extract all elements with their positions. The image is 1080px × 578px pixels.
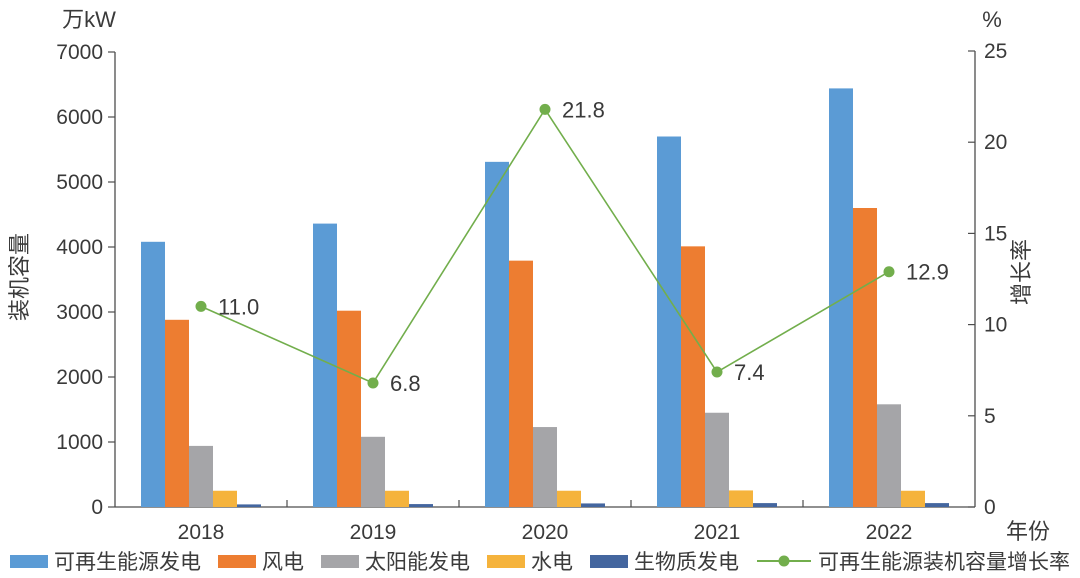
bar-renewable-2021 xyxy=(657,136,681,507)
left-tick-label: 5000 xyxy=(56,171,103,194)
bar-wind-2019 xyxy=(337,310,361,507)
left-tick-label: 7000 xyxy=(56,41,103,64)
legend-label-hydro: 水电 xyxy=(531,551,573,574)
x-tick-label: 2021 xyxy=(694,521,741,544)
x-axis-title: 年份 xyxy=(1006,519,1050,544)
bar-biomass-2019 xyxy=(409,504,433,507)
left-tick-label: 3000 xyxy=(56,301,103,324)
bar-solar-2020 xyxy=(533,427,557,507)
bar-hydro-2022 xyxy=(901,490,925,507)
legend-item-biomass: 生物质发电 xyxy=(590,546,739,576)
right-tick-label: 15 xyxy=(984,222,1007,245)
bar-wind-2022 xyxy=(853,208,877,507)
bar-line-chart: 0 1000 2000 3000 4000 5000 6000 7000 0 5 10 15 20 25 2… xyxy=(7,7,1050,544)
growth-point-label-2018: 11.0 xyxy=(218,294,259,319)
x-tick-label: 2022 xyxy=(866,521,913,544)
bar-solar-2021 xyxy=(705,412,729,507)
x-tick-label: 2020 xyxy=(522,521,569,544)
bar-hydro-2019 xyxy=(385,490,409,507)
left-tick-label: 6000 xyxy=(56,106,103,129)
right-axis-title: 增长率 xyxy=(1009,239,1034,305)
legend-swatch-hydro xyxy=(487,554,525,568)
bar-solar-2018 xyxy=(189,445,213,507)
bar-renewable-2022 xyxy=(829,88,853,508)
legend-item-wind: 风电 xyxy=(218,546,304,576)
growth-point-label-2019: 6.8 xyxy=(390,371,421,396)
growth-point-2021 xyxy=(711,366,723,378)
bar-hydro-2021 xyxy=(729,490,753,507)
legend-swatch-solar xyxy=(321,554,359,568)
growth-point-2019 xyxy=(367,377,379,389)
bar-biomass-2020 xyxy=(581,503,605,507)
right-tick-label: 0 xyxy=(984,496,996,519)
growth-point-label-2020: 21.8 xyxy=(562,97,605,122)
legend-swatch-renewable xyxy=(10,554,48,568)
left-tick-label: 2000 xyxy=(56,366,103,389)
legend-line-marker-icon xyxy=(757,555,811,567)
left-tick-label: 4000 xyxy=(56,236,103,259)
left-axis-unit: 万kW xyxy=(62,7,116,32)
bar-biomass-2018 xyxy=(237,504,261,507)
right-tick-label: 20 xyxy=(984,131,1007,154)
growth-point-label-2021: 7.4 xyxy=(734,360,765,385)
legend-item-solar: 太阳能发电 xyxy=(321,546,470,576)
legend-label-growth: 可再生能源装机容量增长率 xyxy=(818,551,1070,574)
bar-biomass-2022 xyxy=(925,503,949,507)
right-axis-unit: % xyxy=(982,7,1002,32)
bar-hydro-2018 xyxy=(213,490,237,507)
legend-label-renewable: 可再生能源发电 xyxy=(54,551,201,574)
left-tick-label: 0 xyxy=(91,496,103,519)
bar-wind-2020 xyxy=(509,260,533,507)
bar-solar-2022 xyxy=(877,404,901,507)
left-tick-label: 1000 xyxy=(56,431,103,454)
bar-renewable-2020 xyxy=(485,161,509,507)
x-tick-label: 2019 xyxy=(350,521,397,544)
growth-point-label-2022: 12.9 xyxy=(906,260,949,285)
growth-point-2022 xyxy=(883,266,895,278)
x-tick-label: 2018 xyxy=(178,521,225,544)
legend-swatch-biomass xyxy=(590,554,628,568)
legend-item-growth: 可再生能源装机容量增长率 xyxy=(756,546,1070,576)
right-tick-label: 10 xyxy=(984,314,1007,337)
bar-renewable-2018 xyxy=(141,241,165,508)
chart-legend: 可再生能源发电 风电 太阳能发电 水电 生物质发电 可再生能源装机容量增长率 xyxy=(0,546,1080,576)
bar-wind-2018 xyxy=(165,319,189,507)
legend-swatch-wind xyxy=(218,554,256,568)
legend-item-hydro: 水电 xyxy=(487,546,573,576)
growth-point-2018 xyxy=(195,300,207,312)
right-tick-label: 25 xyxy=(984,40,1007,63)
legend-label-wind: 风电 xyxy=(262,551,304,574)
bar-solar-2019 xyxy=(361,436,385,507)
bar-biomass-2021 xyxy=(753,503,777,507)
left-axis-title: 装机容量 xyxy=(7,233,32,321)
legend-item-renewable: 可再生能源发电 xyxy=(10,546,201,576)
growth-line xyxy=(200,107,890,384)
legend-label-biomass: 生物质发电 xyxy=(634,551,739,574)
bar-hydro-2020 xyxy=(557,490,581,507)
legend-label-solar: 太阳能发电 xyxy=(365,551,470,574)
right-tick-label: 5 xyxy=(984,405,996,428)
growth-point-2020 xyxy=(539,103,551,115)
bar-wind-2021 xyxy=(681,246,705,507)
